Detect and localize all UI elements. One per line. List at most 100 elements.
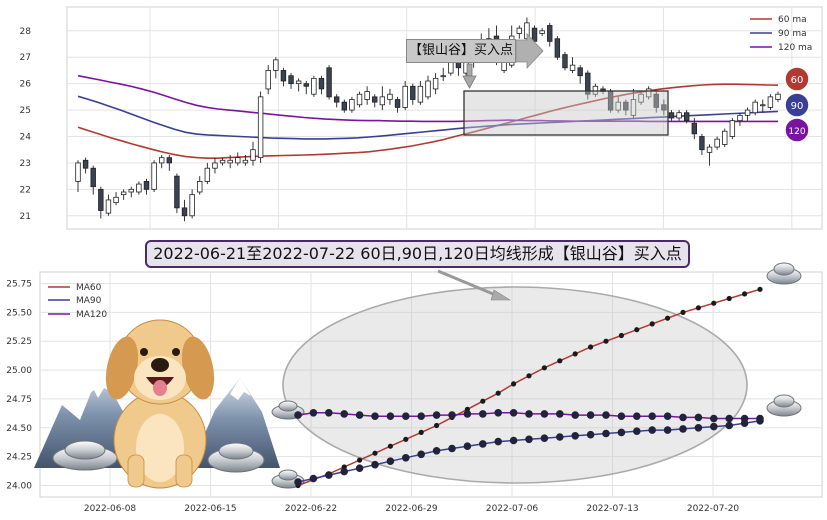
- candle: [531, 25, 538, 44]
- candle: [136, 181, 142, 195]
- top-y-tick-label: 23: [20, 159, 31, 169]
- candle: [615, 96, 621, 113]
- candle: [645, 86, 652, 100]
- candle: [341, 99, 348, 113]
- bottom-y-tick-label: 24.00: [6, 481, 32, 491]
- bottom-ma90-point: [432, 447, 441, 455]
- candle: [181, 199, 188, 222]
- candle: [432, 73, 439, 95]
- candle: [539, 28, 545, 37]
- bottom-ma120-point: [309, 409, 318, 417]
- bottom-ma90-point: [294, 478, 302, 486]
- candle: [372, 94, 378, 108]
- candle: [767, 94, 774, 111]
- bottom-ma60-point: [757, 286, 763, 292]
- bottom-ma120-point: [494, 409, 503, 417]
- bottom-ma60-point: [603, 338, 609, 344]
- top-y-tick-label: 25: [20, 106, 31, 116]
- bottom-ma90-point: [602, 429, 610, 438]
- bottom-ma120-point: [340, 410, 349, 418]
- bottom-ma120-point: [325, 409, 333, 417]
- candle: [151, 160, 157, 192]
- bottom-ma120-point: [509, 409, 518, 417]
- top-y-ticks: 21 22 23 24 25 26 27 28: [20, 27, 32, 222]
- silver-ingot-icons: [271, 262, 802, 489]
- candle: [143, 178, 150, 195]
- bottom-ma120-point: [679, 413, 687, 422]
- candle: [562, 51, 568, 71]
- candle: [82, 157, 89, 174]
- bottom-ma120-point: [371, 412, 379, 421]
- candle: [676, 110, 682, 121]
- candle: [737, 112, 743, 126]
- top-y-tick-label: 21: [20, 212, 31, 222]
- candle: [630, 88, 637, 118]
- candle: [387, 88, 393, 105]
- candle: [242, 155, 249, 166]
- candle: [318, 75, 325, 95]
- top-y-tick-label: 28: [20, 27, 32, 37]
- bottom-ma90-point: [402, 454, 410, 462]
- bottom-ma90-point: [448, 444, 456, 453]
- candle: [683, 110, 690, 124]
- candle: [166, 155, 173, 171]
- bottom-ma120-point: [540, 410, 549, 418]
- bottom-ma120-point: [556, 410, 564, 418]
- candle: [592, 83, 599, 97]
- top-legend: 60 ma 90 ma 120 ma: [750, 15, 812, 53]
- silver-ingot-illustration-left: [52, 440, 265, 473]
- candle: [90, 165, 96, 195]
- bottom-y-tick-label: 24.75: [6, 395, 32, 405]
- ma-line-panel: 24.00 24.25 24.50 24.75 25.00 25.25 25.50 25.75…: [6, 262, 823, 514]
- bottom-ma60-point: [418, 429, 424, 435]
- bottom-x-tick-label: 2022-07-13: [586, 504, 638, 514]
- bottom-ma90-point: [694, 424, 703, 432]
- bottom-ma120-point: [602, 411, 610, 419]
- bottom-ma120-point: [479, 410, 487, 418]
- bottom-ma90-point: [494, 437, 503, 446]
- legend-ma90: MA90: [76, 296, 102, 306]
- bottom-ma60-point: [557, 358, 563, 364]
- title-banner: 2022-06-21至2022-07-22 60日,90日,120日均线形成【银…: [145, 240, 690, 268]
- candle: [691, 118, 698, 140]
- buy-point-callout: 【银山谷】买入点: [406, 39, 516, 63]
- candle: [440, 67, 446, 81]
- ma-badges: 60 90 120: [784, 66, 810, 143]
- candle: [212, 157, 218, 174]
- candle: [585, 70, 591, 100]
- bottom-ma60-point: [526, 373, 532, 379]
- bottom-ma90-point: [556, 433, 564, 441]
- candle: [75, 160, 81, 192]
- bottom-y-ticks: 24.00 24.25 24.50 24.75 25.00 25.25 25.50 25.75: [6, 280, 32, 492]
- bottom-ma60-point: [665, 315, 671, 321]
- bottom-y-tick-label: 24.25: [6, 453, 32, 463]
- bottom-ma60-point: [372, 450, 378, 456]
- bottom-y-tick-label: 25.00: [6, 366, 32, 376]
- bottom-ma90-point: [710, 422, 718, 431]
- bottom-ma120-point: [694, 413, 703, 422]
- candle: [402, 81, 408, 111]
- bottom-ma60-point: [680, 309, 686, 315]
- candle: [394, 96, 401, 113]
- bottom-x-tick-label: 2022-06-08: [84, 504, 137, 514]
- candle: [714, 136, 720, 150]
- bottom-y-tick-label: 25.50: [6, 308, 32, 318]
- candle: [227, 155, 233, 169]
- candle: [257, 91, 264, 163]
- bottom-ma60-point: [695, 305, 702, 311]
- bottom-ma120-point: [448, 411, 456, 419]
- down-arrow: [462, 63, 477, 89]
- diagonal-arrow: [437, 269, 512, 301]
- bottom-ma120-point: [756, 414, 764, 423]
- candle: [349, 96, 355, 113]
- candle: [775, 91, 781, 103]
- bottom-ma90-point: [617, 428, 626, 437]
- bottom-x-tick-label: 2022-07-06: [486, 504, 539, 514]
- right-arrow: [515, 32, 544, 70]
- bottom-ma90-point: [340, 467, 349, 476]
- candle: [364, 86, 370, 105]
- candle: [113, 192, 119, 206]
- bottom-ma90-point: [479, 440, 487, 448]
- candle: [280, 67, 287, 87]
- bottom-ma120-point: [740, 414, 749, 423]
